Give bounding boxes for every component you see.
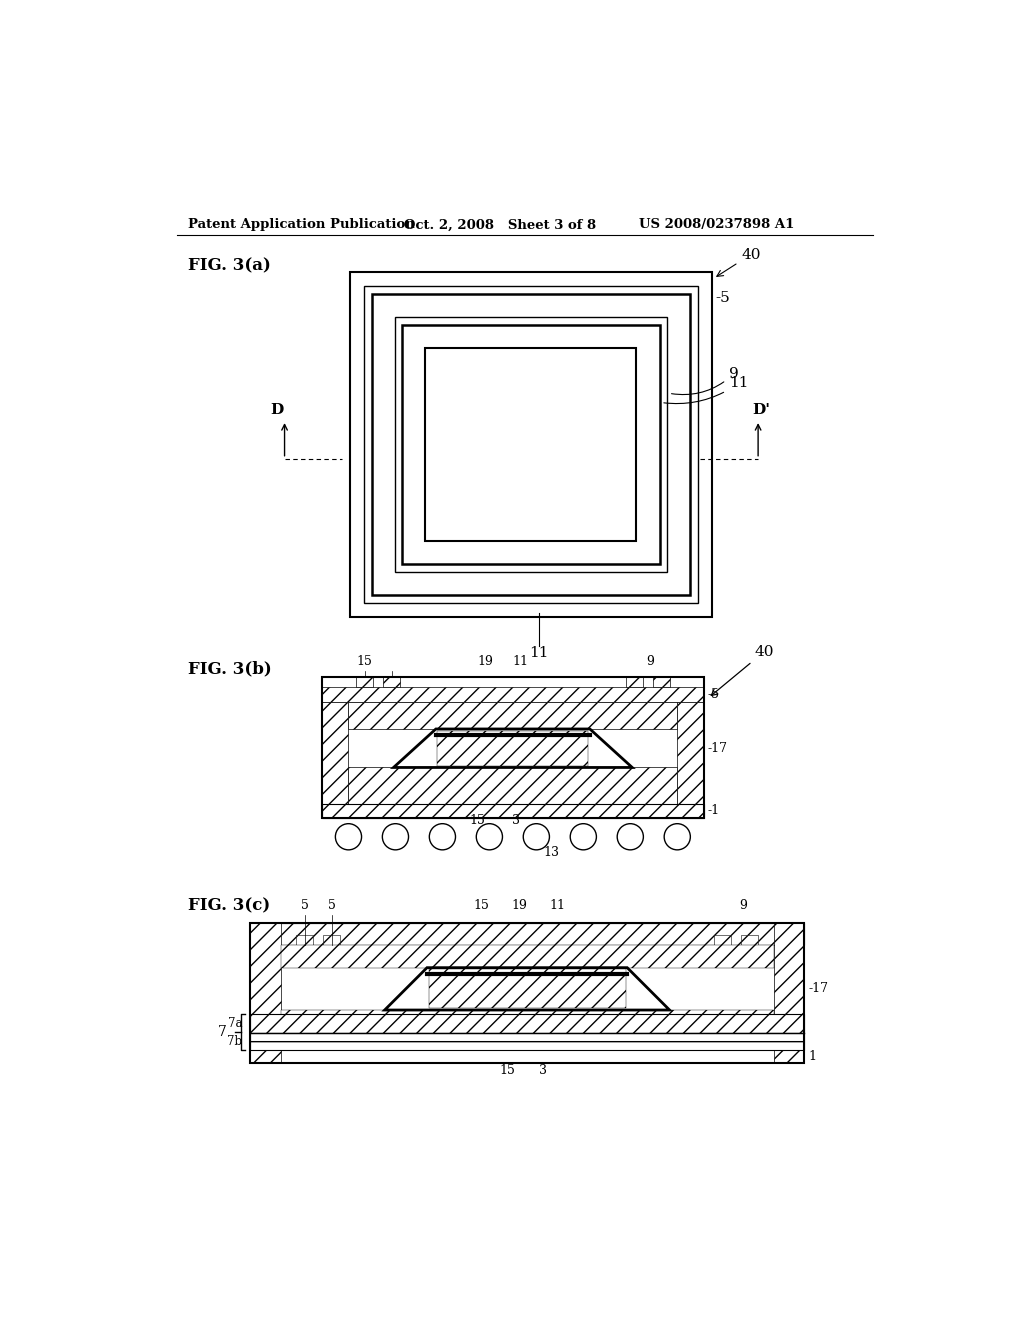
Text: Patent Application Publication: Patent Application Publication [188, 218, 415, 231]
Text: 19: 19 [477, 655, 494, 668]
Text: -5: -5 [716, 290, 730, 305]
Bar [281, 945, 773, 968]
Bar [350, 272, 712, 616]
Bar [348, 702, 677, 729]
Bar [741, 936, 758, 945]
Text: 9: 9 [738, 899, 746, 912]
Text: 5: 5 [328, 899, 336, 912]
Text: -17: -17 [708, 742, 727, 755]
Bar [322, 804, 705, 817]
Bar [394, 317, 668, 572]
Text: 7b: 7b [227, 1035, 243, 1048]
Text: 40: 40 [717, 248, 761, 276]
Text: 11: 11 [512, 655, 528, 668]
Polygon shape [385, 968, 670, 1010]
Text: 15: 15 [356, 655, 373, 668]
Text: 11: 11 [529, 645, 549, 660]
Text: D: D [270, 403, 284, 417]
Bar [322, 677, 705, 817]
Text: Oct. 2, 2008   Sheet 3 of 8: Oct. 2, 2008 Sheet 3 of 8 [403, 218, 596, 231]
Text: -17: -17 [808, 982, 828, 995]
Text: 3: 3 [512, 813, 520, 826]
Text: FIG. 3(c): FIG. 3(c) [188, 898, 270, 915]
Text: 11: 11 [550, 899, 566, 912]
Text: 7a: 7a [227, 1016, 243, 1030]
Text: FIG. 3(a): FIG. 3(a) [188, 257, 271, 275]
Bar [425, 348, 637, 541]
Text: -5: -5 [708, 688, 719, 701]
Bar [348, 767, 677, 804]
Text: 15: 15 [470, 813, 485, 826]
Bar [250, 1034, 804, 1051]
Bar [677, 702, 705, 817]
Bar [281, 1010, 773, 1015]
Bar [296, 936, 313, 945]
Bar [322, 686, 705, 702]
Text: 13: 13 [543, 846, 559, 859]
Text: 15: 15 [500, 1064, 516, 1077]
Text: FIG. 3(b): FIG. 3(b) [188, 660, 272, 677]
Text: 40: 40 [712, 645, 774, 696]
Bar [250, 923, 804, 945]
Bar [322, 702, 348, 817]
Text: 1: 1 [808, 1051, 816, 1064]
Bar [383, 677, 400, 686]
Bar [402, 325, 659, 564]
Text: D': D' [752, 403, 770, 417]
Bar [356, 677, 373, 686]
Text: 9: 9 [672, 367, 738, 395]
Bar [364, 286, 698, 603]
Text: US 2008/0237898 A1: US 2008/0237898 A1 [639, 218, 795, 231]
Bar [626, 677, 643, 686]
Bar [250, 1014, 804, 1034]
Text: 3: 3 [539, 1064, 547, 1077]
Text: 19: 19 [511, 899, 527, 912]
Bar [714, 936, 731, 945]
Polygon shape [393, 729, 632, 767]
Bar [437, 730, 589, 766]
Text: -1: -1 [708, 804, 720, 817]
Bar [323, 936, 340, 945]
Text: 9: 9 [646, 655, 654, 668]
Text: 11: 11 [664, 376, 749, 404]
Bar [250, 923, 804, 1063]
Bar [652, 677, 670, 686]
Bar [372, 294, 690, 595]
Text: 7: 7 [218, 1024, 226, 1039]
Bar [250, 923, 281, 1063]
Text: 5: 5 [301, 899, 308, 912]
Bar [429, 969, 626, 1008]
Text: 15: 15 [473, 899, 488, 912]
Bar [773, 923, 804, 1063]
